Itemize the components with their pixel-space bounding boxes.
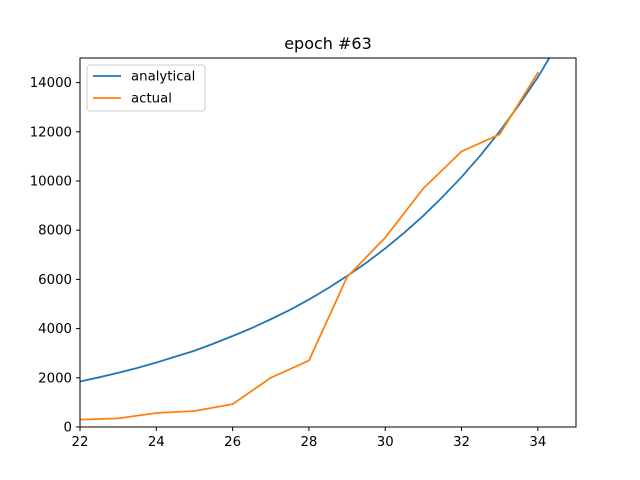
y-axis-ticks: 0 2000 4000 6000 8000 10000 12000 14000 bbox=[30, 76, 80, 436]
x-tick-label: 30 bbox=[377, 435, 394, 450]
y-tick-label: 0 bbox=[64, 421, 72, 436]
series-layer bbox=[80, 58, 551, 421]
y-tick-label: 4000 bbox=[38, 322, 72, 337]
series-line-analytical bbox=[80, 58, 551, 383]
y-tick-label: 10000 bbox=[30, 175, 72, 190]
y-tick-label: 8000 bbox=[38, 224, 72, 239]
x-tick-label: 26 bbox=[224, 435, 241, 450]
x-tick-label: 24 bbox=[148, 435, 165, 450]
legend: analytical actual bbox=[86, 64, 206, 112]
x-tick-label: 28 bbox=[300, 435, 317, 450]
y-tick-label: 2000 bbox=[38, 371, 72, 386]
x-tick-label: 22 bbox=[72, 435, 89, 450]
plot-frame bbox=[79, 57, 577, 428]
chart-title: epoch #63 bbox=[284, 34, 372, 53]
legend-label-actual: actual bbox=[131, 92, 172, 107]
series-line-actual bbox=[80, 71, 540, 421]
legend-label-analytical: analytical bbox=[131, 70, 195, 85]
y-tick-label: 14000 bbox=[30, 76, 72, 91]
y-tick-label: 12000 bbox=[30, 125, 72, 140]
x-tick-label: 34 bbox=[529, 435, 546, 450]
x-axis-ticks: 22 24 26 28 30 32 34 bbox=[72, 427, 546, 450]
x-tick-label: 32 bbox=[453, 435, 470, 450]
y-tick-label: 6000 bbox=[38, 273, 72, 288]
